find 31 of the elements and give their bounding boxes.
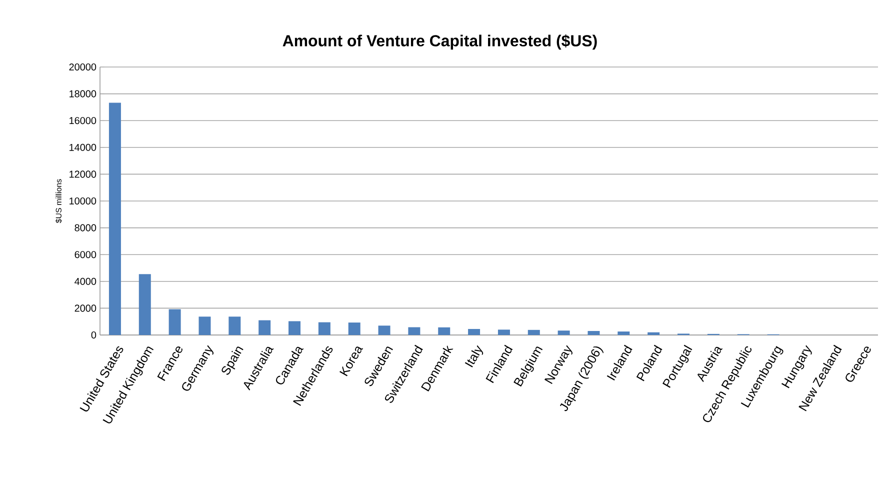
y-tick-label: 8000 bbox=[74, 224, 96, 232]
y-tick-label: 18000 bbox=[70, 90, 96, 98]
bar bbox=[648, 332, 660, 335]
y-tick-label: 20000 bbox=[69, 63, 96, 71]
bar bbox=[618, 332, 630, 335]
y-tick-label: 2000 bbox=[74, 304, 96, 312]
bar bbox=[168, 309, 181, 335]
bar bbox=[408, 327, 420, 335]
bar bbox=[468, 328, 480, 335]
bar bbox=[588, 330, 600, 335]
bar bbox=[498, 330, 510, 335]
chart-title: Amount of Venture Capital invested ($US) bbox=[282, 34, 597, 50]
y-tick-label: 12000 bbox=[70, 170, 96, 178]
bar bbox=[438, 327, 450, 335]
y-tick-label: 6000 bbox=[74, 251, 96, 258]
bar bbox=[348, 322, 360, 335]
y-tick-label: 4000 bbox=[74, 278, 96, 285]
bar bbox=[108, 102, 121, 335]
y-tick-label: 10000 bbox=[70, 197, 96, 205]
bar bbox=[228, 316, 241, 335]
bar bbox=[378, 326, 390, 335]
y-tick-label: 0 bbox=[91, 331, 96, 339]
y-tick-label: 16000 bbox=[70, 117, 96, 124]
y-tick-label: 14000 bbox=[70, 144, 96, 151]
bar bbox=[558, 330, 570, 335]
bar bbox=[288, 321, 301, 335]
bar bbox=[138, 274, 151, 335]
bar bbox=[318, 322, 330, 335]
bar bbox=[198, 316, 211, 335]
bar bbox=[258, 320, 271, 335]
bar bbox=[528, 330, 540, 335]
